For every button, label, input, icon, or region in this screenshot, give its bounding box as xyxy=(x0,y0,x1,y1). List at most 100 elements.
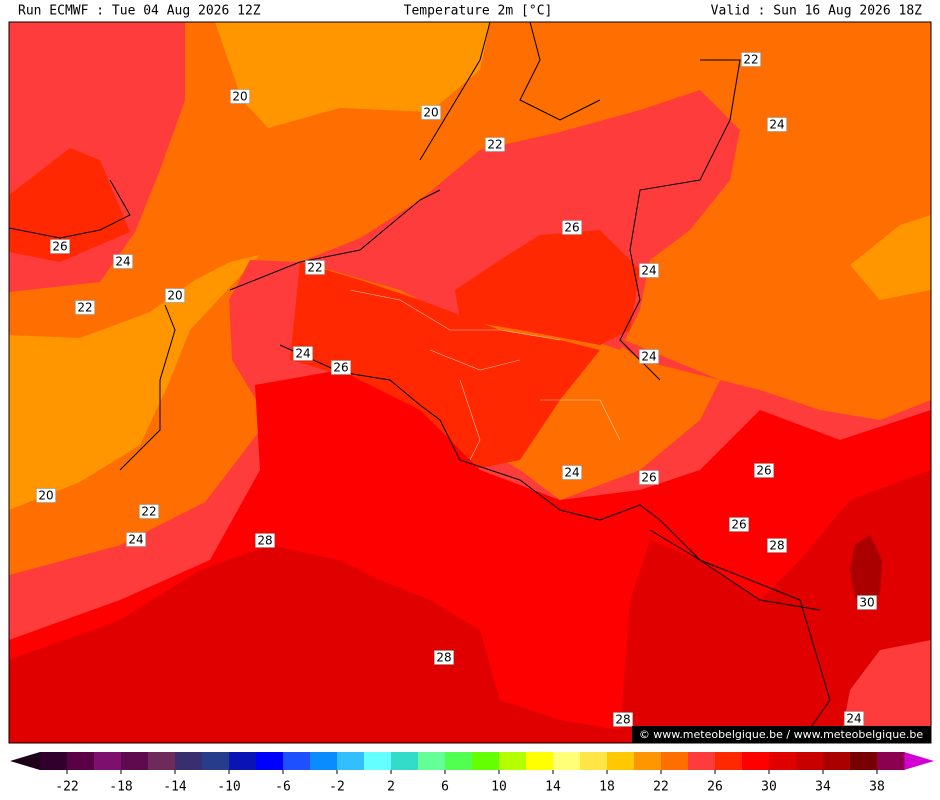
contour-label-box xyxy=(754,463,774,478)
map-frame xyxy=(8,21,932,744)
colorbar-segment xyxy=(526,752,554,770)
contour-label: 24 xyxy=(846,712,861,726)
colorbar-tick-label: 38 xyxy=(869,780,885,795)
colorbar-segment xyxy=(337,752,365,770)
colorbar-over xyxy=(904,752,934,770)
colorbar-tick-label: -18 xyxy=(109,780,132,795)
colorbar-segment xyxy=(391,752,419,770)
map-title: Temperature 2m [°C] xyxy=(404,4,553,19)
contour-label-box xyxy=(293,346,313,361)
contour-label: 20 xyxy=(38,489,53,503)
colorbar-segment xyxy=(796,752,824,770)
valid-label: Valid : Sun 16 Aug 2026 18Z xyxy=(711,4,922,19)
contour-label: 26 xyxy=(333,361,348,375)
contour-label: 20 xyxy=(423,106,438,120)
colorbar-segment xyxy=(94,752,122,770)
contour-label-box xyxy=(331,360,351,375)
contour-label: 26 xyxy=(731,518,746,532)
contour-label-box xyxy=(613,712,633,727)
credit-box xyxy=(632,726,931,743)
colorbar-tick-label: 6 xyxy=(441,780,449,795)
contour-label-box xyxy=(639,349,659,364)
contour-label: 26 xyxy=(564,221,579,235)
contour-label-box xyxy=(50,239,70,254)
contour-label: 22 xyxy=(141,505,156,519)
contour-label: 24 xyxy=(641,264,656,278)
colorbar-segment xyxy=(202,752,230,770)
contour-label-box xyxy=(741,52,761,67)
colorbar-tick-label: 14 xyxy=(545,780,561,795)
contour-label-box xyxy=(255,533,275,548)
colorbar-segment xyxy=(121,752,149,770)
contour-label: 26 xyxy=(641,471,656,485)
contour-label: 28 xyxy=(257,534,272,548)
contour-label-box xyxy=(75,300,95,315)
colorbar-segment xyxy=(148,752,176,770)
contour-label: 24 xyxy=(128,533,143,547)
contour-label-box xyxy=(305,260,325,275)
contour-label-box xyxy=(767,538,787,553)
contour-label: 22 xyxy=(307,261,322,275)
colorbar-tick-label: 2 xyxy=(387,780,395,795)
credit: © www.meteobelgique.be / www.meteobelgiq… xyxy=(639,728,924,741)
contour-label-box xyxy=(113,254,133,269)
colorbar-tick-label: -10 xyxy=(217,780,240,795)
contour-label-box xyxy=(421,105,441,120)
contour-label: 20 xyxy=(167,289,182,303)
colorbar-segment xyxy=(877,752,905,770)
colorbar-segment xyxy=(499,752,527,770)
colorbar-segment xyxy=(607,752,635,770)
contour-label: 28 xyxy=(615,713,630,727)
colorbar-tick-label: 26 xyxy=(707,780,723,795)
colorbar-tick-label: 30 xyxy=(761,780,777,795)
colorbar-segment xyxy=(472,752,500,770)
contour-label: 22 xyxy=(77,301,92,315)
contour-label: 20 xyxy=(232,90,247,104)
colorbar-segment xyxy=(715,752,743,770)
colorbar-segment xyxy=(67,752,95,770)
colorbar-segment xyxy=(688,752,716,770)
map-field xyxy=(8,21,931,744)
contour-label-box xyxy=(767,117,787,132)
contour-label-box xyxy=(729,517,749,532)
contour-label: 24 xyxy=(769,118,784,132)
colorbar-segment xyxy=(418,752,446,770)
colorbar-segment xyxy=(769,752,797,770)
contour-label: 28 xyxy=(769,539,784,553)
contour-label-box xyxy=(434,650,454,665)
contour-label-box xyxy=(844,711,864,726)
colorbar-segment xyxy=(445,752,473,770)
contour-label: 30 xyxy=(859,596,874,610)
contour-label-box xyxy=(562,220,582,235)
contour-label-box xyxy=(230,89,250,104)
contour-label: 24 xyxy=(295,347,310,361)
colorbar-tick-label: 18 xyxy=(599,780,615,795)
contour-label: 24 xyxy=(641,350,656,364)
colorbar-segment xyxy=(229,752,257,770)
colorbar-tick-label: 10 xyxy=(491,780,507,795)
colorbar-segment xyxy=(661,752,689,770)
contour-label: 22 xyxy=(743,53,758,67)
run-label: Run ECMWF : Tue 04 Aug 2026 12Z xyxy=(18,4,261,19)
contour-label: 22 xyxy=(487,138,502,152)
colorbar-tick-label: -22 xyxy=(55,780,78,795)
colorbar-segment xyxy=(175,752,203,770)
contour-label-box xyxy=(139,504,159,519)
contour-label-box xyxy=(36,488,56,503)
contour-label: 26 xyxy=(756,464,771,478)
colorbar-segment xyxy=(283,752,311,770)
contour-labels: 20 20 22 22 24 26 24 22 20 22 26 24 24 26 24 24 26 26 20 22… xyxy=(36,52,877,727)
contour-label: 28 xyxy=(436,651,451,665)
colorbar-segment xyxy=(553,752,581,770)
colorbar-segment xyxy=(40,752,68,770)
colorbar-segment xyxy=(310,752,338,770)
contour-label-box xyxy=(485,137,505,152)
contour-label-box xyxy=(562,465,582,480)
colorbar-segment xyxy=(256,752,284,770)
colorbar-tick-label: -6 xyxy=(275,780,291,795)
contour-label-box xyxy=(165,288,185,303)
colorbar-segment xyxy=(364,752,392,770)
contour-label: 24 xyxy=(115,255,130,269)
contour-label-box xyxy=(639,263,659,278)
